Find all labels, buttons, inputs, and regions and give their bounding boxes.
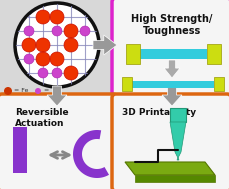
Text: High Strength/
Toughness: High Strength/ Toughness xyxy=(131,14,213,36)
Circle shape xyxy=(50,52,64,66)
Text: = Fe: = Fe xyxy=(14,88,28,94)
Bar xyxy=(214,77,224,91)
Circle shape xyxy=(50,10,64,24)
Circle shape xyxy=(64,38,78,52)
Bar xyxy=(122,77,132,91)
FancyBboxPatch shape xyxy=(112,94,229,189)
Bar xyxy=(132,81,214,88)
Bar xyxy=(140,49,207,59)
Polygon shape xyxy=(170,122,186,160)
Circle shape xyxy=(52,68,62,78)
Polygon shape xyxy=(135,175,215,182)
Text: 3D Printability: 3D Printability xyxy=(122,108,196,117)
Circle shape xyxy=(52,26,62,36)
Circle shape xyxy=(15,3,99,87)
Polygon shape xyxy=(73,130,109,178)
Bar xyxy=(207,44,221,64)
Polygon shape xyxy=(47,86,67,106)
Circle shape xyxy=(64,66,78,80)
Polygon shape xyxy=(162,86,182,106)
Circle shape xyxy=(24,26,34,36)
FancyBboxPatch shape xyxy=(112,0,229,96)
Circle shape xyxy=(4,87,12,95)
Circle shape xyxy=(64,24,78,38)
Bar xyxy=(126,44,140,64)
Text: Reversible
Actuation: Reversible Actuation xyxy=(15,108,69,128)
Circle shape xyxy=(38,68,48,78)
FancyBboxPatch shape xyxy=(0,94,117,189)
Bar xyxy=(170,108,186,122)
Circle shape xyxy=(24,54,34,64)
Circle shape xyxy=(22,38,36,52)
Text: =: = xyxy=(43,88,48,94)
Polygon shape xyxy=(93,35,117,55)
Circle shape xyxy=(36,38,50,52)
Polygon shape xyxy=(125,162,215,175)
Circle shape xyxy=(36,52,50,66)
Circle shape xyxy=(36,10,50,24)
Polygon shape xyxy=(164,60,180,78)
Circle shape xyxy=(80,26,90,36)
Circle shape xyxy=(35,88,41,94)
Bar xyxy=(13,127,27,173)
